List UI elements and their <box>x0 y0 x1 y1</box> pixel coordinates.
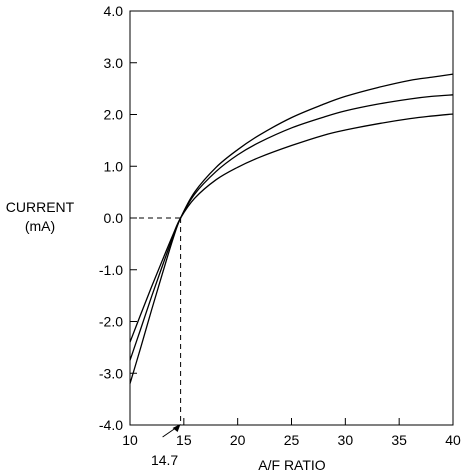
annotation-label: 14.7 <box>151 452 178 468</box>
y-axis-title-line-1: CURRENT <box>6 199 75 215</box>
x-tick-label: 15 <box>176 432 192 448</box>
y-tick-label: -4.0 <box>99 417 123 433</box>
series-line-2 <box>129 94 454 361</box>
series-line-3 <box>129 113 454 343</box>
y-tick-label: 0.0 <box>104 210 124 226</box>
x-tick-label: 10 <box>122 432 138 448</box>
y-tick-label: 2.0 <box>104 107 124 123</box>
x-tick-label: 35 <box>391 432 407 448</box>
y-tick-label: 3.0 <box>104 55 124 71</box>
y-axis-title: CURRENT (mA) <box>6 199 75 234</box>
x-axis-title: A/F RATIO <box>258 457 326 473</box>
annotation-arrowhead <box>172 424 181 432</box>
y-tick-label: -1.0 <box>99 262 123 278</box>
y-tick-label: -3.0 <box>99 365 123 381</box>
x-tick-label: 25 <box>284 432 300 448</box>
x-tick-label: 30 <box>338 432 354 448</box>
y-tick-label: 1.0 <box>104 158 124 174</box>
series-line-1 <box>129 73 454 384</box>
x-tick-label: 20 <box>230 432 246 448</box>
y-tick-label: -2.0 <box>99 314 123 330</box>
y-axis-title-line-2: (mA) <box>25 218 55 234</box>
y-tick-label: 4.0 <box>104 3 124 19</box>
x-tick-label: 40 <box>445 432 461 448</box>
